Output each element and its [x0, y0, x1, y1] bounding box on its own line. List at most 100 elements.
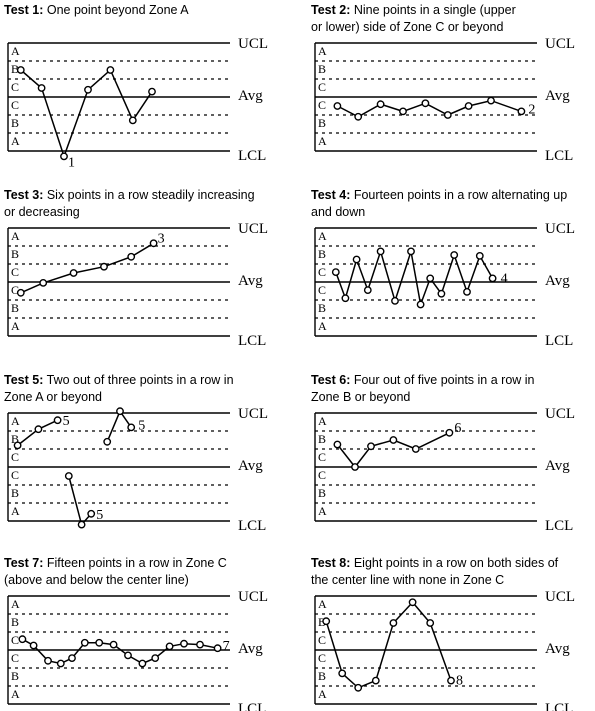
test-3-panel: Test 3: Six points in a row steadily inc… — [4, 188, 268, 349]
test-7-point — [18, 635, 27, 644]
test-7-caption: Test 7: Fifteen points in a row in Zone … — [4, 556, 227, 587]
test-8-point — [354, 683, 363, 692]
test-4-point — [416, 300, 425, 309]
test-1-ucl-label: UCL — [238, 36, 268, 52]
test-3-zone-letter: C — [11, 283, 19, 297]
test-8-point — [389, 619, 398, 627]
test-5-annotation: 5 — [96, 508, 103, 523]
test-5-point — [64, 472, 73, 480]
test-4-point — [341, 294, 350, 303]
test-7-caption-line: Fifteen points in a row in Zone C — [43, 556, 226, 570]
test-1-caption: Test 1: One point beyond Zone A — [4, 3, 189, 17]
test-7-point — [29, 641, 38, 650]
test-7-point — [44, 656, 52, 665]
test-3-zone-letter: B — [11, 301, 19, 315]
test-1-zone-letter: A — [11, 134, 20, 148]
test-1-zone-letter: B — [11, 62, 19, 76]
test-1-zone-letter: C — [11, 80, 19, 94]
test-4-avg-label: Avg — [545, 273, 570, 289]
test-8-lcl-label: LCL — [545, 701, 573, 711]
test-5-point — [34, 425, 43, 434]
test-3-avg-label: Avg — [238, 273, 263, 289]
test-6-point — [333, 440, 342, 449]
test-6-panel: Test 6: Four out of five points in a row… — [311, 373, 575, 534]
test-5-point — [77, 520, 86, 529]
test-4-series-line — [335, 248, 494, 308]
test-4-panel: Test 4: Fourteen points in a row alterna… — [311, 188, 575, 349]
test-7-lcl-label: LCL — [238, 701, 266, 711]
test-8-point — [447, 676, 455, 685]
test-1-point — [84, 85, 92, 94]
test-5-point — [127, 423, 136, 432]
test-5-lcl-label: LCL — [238, 518, 266, 534]
test-4-point — [391, 296, 399, 305]
test-4-point — [450, 251, 459, 259]
test-7-caption-line: (above and below the center line) — [4, 573, 189, 587]
test-3-caption-line: or decreasing — [4, 205, 80, 219]
test-6-zone-letter: C — [318, 450, 326, 464]
test-7-zone-letter: B — [11, 615, 19, 629]
test-8-avg-label: Avg — [545, 641, 570, 657]
test-4-point — [331, 268, 340, 276]
test-2-caption-line: or lower) side of Zone C or beyond — [311, 20, 504, 34]
test-6-point — [367, 442, 375, 451]
test-1-avg-label: Avg — [238, 88, 263, 104]
test-4-point — [437, 289, 446, 298]
test-2-point — [399, 107, 407, 116]
test-8-point — [322, 617, 331, 626]
test-4-ucl-label: UCL — [545, 221, 575, 237]
test-2-lcl-label: LCL — [545, 148, 573, 164]
test-8-point — [426, 619, 435, 627]
test-2-point — [421, 99, 430, 108]
test-5-caption-line: Zone A or beyond — [4, 390, 102, 404]
test-3-point — [16, 288, 25, 297]
test-7-zone-letter: B — [11, 669, 19, 683]
test-1-point — [128, 116, 137, 125]
test-8-point — [338, 669, 347, 678]
test-2-label: Test 2: — [311, 3, 350, 17]
test-6-avg-label: Avg — [545, 458, 570, 474]
test-8-panel: Test 8: Eight points in a row on both si… — [311, 556, 575, 711]
test-2-zone-letter: B — [318, 116, 326, 130]
test-5-zone-letter: C — [11, 450, 19, 464]
test-8-zone-letter: C — [318, 633, 326, 647]
test-8-caption-line: Eight points in a row on both sides of — [350, 556, 558, 570]
test-6-caption: Test 6: Four out of five points in a row… — [311, 373, 535, 404]
test-5-point — [13, 441, 22, 450]
test-7-panel: Test 7: Fifteen points in a row in Zone … — [4, 556, 268, 711]
test-5-caption-line: Two out of three points in a row in — [43, 373, 233, 387]
test-4-zone-letter: B — [318, 301, 326, 315]
test-5-avg-label: Avg — [238, 458, 263, 474]
test-7-point — [138, 659, 147, 668]
test-7-label: Test 7: — [4, 556, 43, 570]
test-4-label: Test 4: — [311, 188, 350, 202]
test-5-point — [87, 509, 96, 518]
test-8-ucl-label: UCL — [545, 589, 575, 605]
test-1-point — [37, 84, 46, 92]
test-1-annotation: 1 — [68, 155, 75, 170]
test-2-avg-label: Avg — [545, 88, 570, 104]
test-8-caption: Test 8: Eight points in a row on both si… — [311, 556, 559, 587]
test-1-point — [148, 87, 156, 96]
test-6-lcl-label: LCL — [545, 518, 573, 534]
test-3-point — [100, 262, 108, 271]
test-1-zone-letter: C — [11, 98, 19, 112]
test-8-zone-letter: A — [318, 597, 327, 611]
test-5-zone-letter: B — [11, 432, 19, 446]
test-5-caption: Test 5: Two out of three points in a row… — [4, 373, 234, 404]
test-2-point — [354, 112, 363, 121]
test-5-zone-letter: A — [11, 414, 20, 428]
test-3-point — [69, 269, 78, 277]
test-6-zone-letter: A — [318, 504, 327, 518]
test-3-series-line — [20, 242, 154, 294]
test-2-point — [464, 102, 473, 110]
test-8-label: Test 8: — [311, 556, 350, 570]
test-5-point — [116, 407, 124, 416]
test-2-point — [443, 111, 452, 119]
test-7-point — [196, 640, 204, 649]
test-4-caption-line: Fourteen points in a row alternating up — [350, 188, 567, 202]
test-4-zone-letter: B — [318, 247, 326, 261]
test-6-zone-letter: C — [318, 468, 326, 482]
test-6-label: Test 6: — [311, 373, 350, 387]
